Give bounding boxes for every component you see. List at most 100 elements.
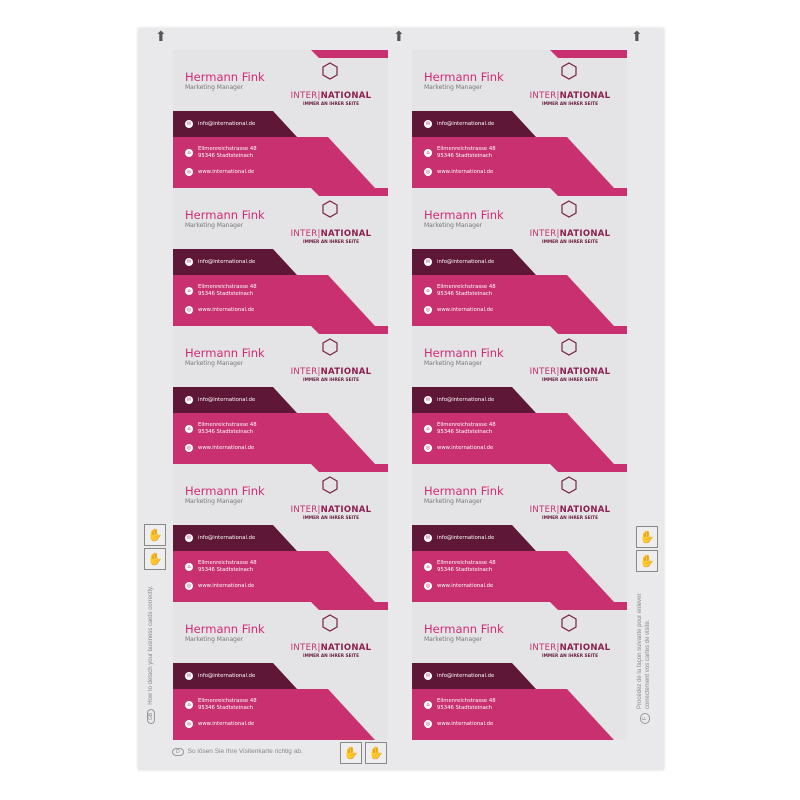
up-arrow-icon: ⬆ (631, 29, 643, 45)
website: www.international.de (437, 445, 494, 451)
card-graphics (412, 188, 627, 326)
logo-separator: | (317, 367, 321, 377)
card-role: Marketing Manager (424, 498, 483, 505)
pink-band (173, 413, 375, 464)
address-line2: 95346 Stadtsteinach (198, 153, 254, 159)
email: info@international.de (198, 397, 256, 403)
card-name: Hermann Fink (424, 484, 504, 498)
card-graphics (412, 602, 627, 740)
hexagon-icon (322, 200, 338, 218)
address-row: ⌂ Ellmenreichstrasse 48 95346 Stadtsteinac… (424, 698, 496, 712)
home-icon: ⌂ (424, 563, 432, 571)
globe-icon: ◎ (185, 168, 193, 176)
card-graphics (173, 50, 388, 188)
mail-icon: ✉ (424, 672, 432, 680)
home-icon: ⌂ (185, 701, 193, 709)
detach-pictogram-icon: ✋ (636, 526, 658, 548)
tagline: IMMER AN IHRER SEITE (541, 102, 599, 107)
mail-icon: ✉ (424, 396, 432, 404)
card-name: Hermann Fink (424, 70, 504, 84)
business-card[interactable]: Hermann Fink Marketing Manager INTER|NAT… (412, 464, 627, 602)
logo-separator: | (317, 643, 321, 653)
instruction-en: GB How to detach your business cards corr… (147, 586, 155, 724)
website: www.international.de (198, 307, 255, 313)
hexagon-icon (561, 200, 577, 218)
web-row: ◎ www.international.de (424, 444, 493, 452)
email: info@international.de (437, 673, 495, 679)
website: www.international.de (198, 169, 255, 175)
dark-band (173, 663, 297, 689)
top-stripe (550, 326, 627, 334)
logo-separator: | (556, 505, 560, 515)
home-icon: ⌂ (185, 563, 193, 571)
pink-band (412, 413, 614, 464)
card-name: Hermann Fink (185, 70, 265, 84)
tagline: IMMER AN IHRER SEITE (541, 654, 599, 659)
web-row: ◎ www.international.de (185, 720, 254, 728)
company-logo: INTER|NATIONAL (285, 229, 377, 239)
email-row: ✉ info@international.de (424, 396, 494, 404)
business-card[interactable]: Hermann Fink Marketing Manager INTER|NAT… (412, 602, 627, 740)
website: www.international.de (198, 445, 255, 451)
top-stripe (550, 602, 627, 610)
company-logo: INTER|NATIONAL (285, 91, 377, 101)
address-line1: Ellmenreichstrasse 48 (198, 698, 257, 704)
address-line2: 95346 Stadtsteinach (437, 153, 493, 159)
card-name: Hermann Fink (185, 622, 265, 636)
business-card[interactable]: Hermann Fink Marketing Manager INTER|NAT… (173, 50, 388, 188)
top-stripe (550, 50, 627, 58)
address-row: ⌂ Ellmenreichstrasse 48 95346 Stadtsteinac… (424, 560, 496, 574)
logo-right: NATIONAL (559, 229, 611, 239)
address-line2: 95346 Stadtsteinach (198, 291, 254, 297)
logo-right: NATIONAL (320, 229, 372, 239)
tagline: IMMER AN IHRER SEITE (541, 378, 599, 383)
dark-band (173, 387, 297, 413)
card-role: Marketing Manager (185, 222, 244, 229)
business-card[interactable]: Hermann Fink Marketing Manager INTER|NAT… (173, 602, 388, 740)
top-stripe (550, 188, 627, 196)
globe-icon: ◎ (424, 444, 432, 452)
address-row: ⌂ Ellmenreichstrasse 48 95346 Stadtsteinac… (185, 146, 257, 160)
email-row: ✉ info@international.de (185, 396, 255, 404)
globe-icon: ◎ (185, 720, 193, 728)
email: info@international.de (198, 535, 256, 541)
card-name: Hermann Fink (424, 622, 504, 636)
hexagon-icon (322, 62, 338, 80)
website: www.international.de (437, 721, 494, 727)
hexagon-icon (322, 476, 338, 494)
business-card[interactable]: Hermann Fink Marketing Manager INTER|NAT… (173, 464, 388, 602)
business-card[interactable]: Hermann Fink Marketing Manager INTER|NAT… (412, 50, 627, 188)
detach-pictogram-icon: ✋ (340, 742, 362, 764)
web-row: ◎ www.international.de (424, 720, 493, 728)
logo-separator: | (556, 229, 560, 239)
mail-icon: ✉ (185, 534, 193, 542)
address-row: ⌂ Ellmenreichstrasse 48 95346 Stadtsteinac… (185, 284, 257, 298)
address-line1: Ellmenreichstrasse 48 (198, 284, 257, 290)
card-role: Marketing Manager (185, 360, 244, 367)
business-card[interactable]: Hermann Fink Marketing Manager INTER|NAT… (412, 326, 627, 464)
address-row: ⌂ Ellmenreichstrasse 48 95346 Stadtsteinac… (424, 422, 496, 436)
business-card[interactable]: Hermann Fink Marketing Manager INTER|NAT… (173, 326, 388, 464)
home-icon: ⌂ (424, 287, 432, 295)
card-graphics (412, 326, 627, 464)
business-card[interactable]: Hermann Fink Marketing Manager INTER|NAT… (412, 188, 627, 326)
email-row: ✉ info@international.de (185, 672, 255, 680)
address-line2: 95346 Stadtsteinach (437, 705, 493, 711)
address-line2: 95346 Stadtsteinach (437, 429, 493, 435)
dark-band (412, 111, 536, 137)
home-icon: ⌂ (185, 425, 193, 433)
logo-left: INTER (529, 643, 557, 653)
card-name: Hermann Fink (185, 484, 265, 498)
web-row: ◎ www.international.de (424, 168, 493, 176)
business-card[interactable]: Hermann Fink Marketing Manager INTER|NAT… (173, 188, 388, 326)
website: www.international.de (198, 721, 255, 727)
address-line2: 95346 Stadtsteinach (198, 567, 254, 573)
mail-icon: ✉ (424, 258, 432, 266)
address-row: ⌂ Ellmenreichstrasse 48 95346 Stadtsteinac… (185, 560, 257, 574)
logo-left: INTER (290, 91, 318, 101)
email-row: ✉ info@international.de (185, 258, 255, 266)
hexagon-icon (561, 338, 577, 356)
detach-pictogram-icon: ✋ (365, 742, 387, 764)
address-row: ⌂ Ellmenreichstrasse 48 95346 Stadtsteinac… (185, 698, 257, 712)
web-row: ◎ www.international.de (185, 444, 254, 452)
